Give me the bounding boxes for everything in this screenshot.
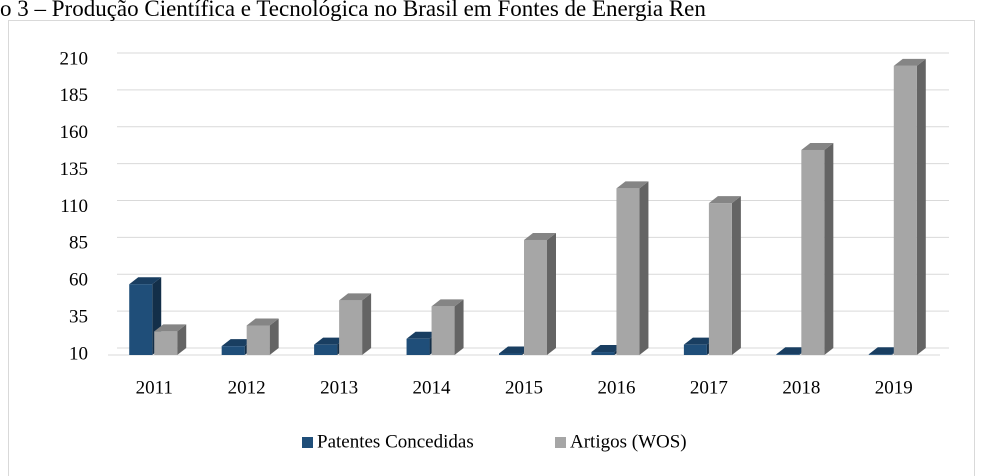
y-tick-label: 110: [60, 196, 88, 217]
x-tick-label: 2012: [228, 377, 266, 398]
bar-top: [431, 299, 464, 307]
bar-front: [616, 188, 640, 355]
bar-front: [314, 344, 338, 355]
y-tick-label: 10: [69, 343, 88, 364]
bar-side: [177, 324, 187, 355]
x-tick-label: 2013: [320, 377, 358, 398]
bar-top: [221, 339, 254, 347]
bar-side: [269, 318, 279, 355]
bar-top: [406, 331, 439, 339]
bar-side: [731, 196, 741, 355]
bar: [524, 232, 556, 355]
legend-swatch: [302, 437, 313, 448]
bar-side: [454, 299, 464, 355]
bar-front: [868, 354, 892, 355]
bar: [801, 142, 834, 355]
bar-side: [916, 58, 926, 356]
bar-top: [339, 293, 372, 301]
bar-top: [776, 347, 809, 355]
x-tick-label: 2016: [597, 377, 635, 398]
bar-front: [406, 338, 430, 355]
bar-front: [708, 203, 732, 355]
chart-title: o 3 – Produção Científica e Tecnológica …: [0, 0, 706, 21]
x-tick-label: 2015: [505, 377, 543, 398]
bar-front: [246, 325, 270, 355]
y-tick-label: 185: [60, 85, 89, 106]
bar-top: [499, 346, 531, 354]
bar-front: [524, 239, 547, 355]
bar-top: [591, 345, 624, 353]
bar-top: [314, 337, 347, 345]
bar-top: [154, 324, 187, 332]
y-tick-label: 60: [69, 270, 88, 291]
bar: [154, 324, 187, 355]
bar-top: [801, 142, 834, 150]
bar-top: [683, 337, 716, 345]
bar: [708, 196, 741, 355]
bar-top: [893, 58, 926, 66]
bar-front: [776, 354, 800, 355]
bar: [431, 299, 464, 355]
x-tick-label: 2019: [875, 377, 913, 398]
x-tick-label: 2018: [782, 377, 820, 398]
legend-swatch: [555, 437, 566, 448]
bar-side: [824, 142, 834, 355]
bar-top: [524, 232, 556, 240]
y-tick-label: 160: [60, 122, 89, 143]
bar-front: [499, 353, 522, 355]
bar-side: [547, 232, 556, 355]
bar: [246, 318, 279, 355]
legend-label: Artigos (WOS): [570, 431, 687, 452]
bar-front: [339, 300, 363, 355]
legend-label: Patentes Concedidas: [317, 431, 474, 452]
bar-top: [246, 318, 279, 326]
x-tick-label: 2014: [413, 377, 452, 398]
bar-front: [431, 306, 455, 355]
y-tick-label: 210: [60, 48, 89, 69]
bar: [616, 181, 649, 355]
bar-front: [129, 284, 153, 355]
y-tick-label: 85: [69, 233, 88, 254]
bar-top: [708, 196, 741, 204]
bar-front: [221, 346, 245, 355]
bar-side: [362, 293, 372, 355]
y-tick-label: 35: [69, 306, 88, 327]
bar-front: [591, 352, 615, 355]
x-tick-label: 2017: [690, 377, 728, 398]
bar-front: [683, 344, 707, 355]
x-tick-label: 2011: [136, 377, 173, 398]
bar-top: [129, 277, 162, 285]
bar-side: [639, 181, 649, 355]
bar: [339, 293, 372, 355]
y-tick-label: 135: [60, 159, 89, 180]
bar-front: [801, 149, 825, 355]
bar-top: [616, 181, 649, 189]
bar-top: [868, 347, 901, 355]
bar-front: [154, 331, 178, 355]
bar-front: [893, 65, 917, 356]
bar: [893, 58, 926, 356]
